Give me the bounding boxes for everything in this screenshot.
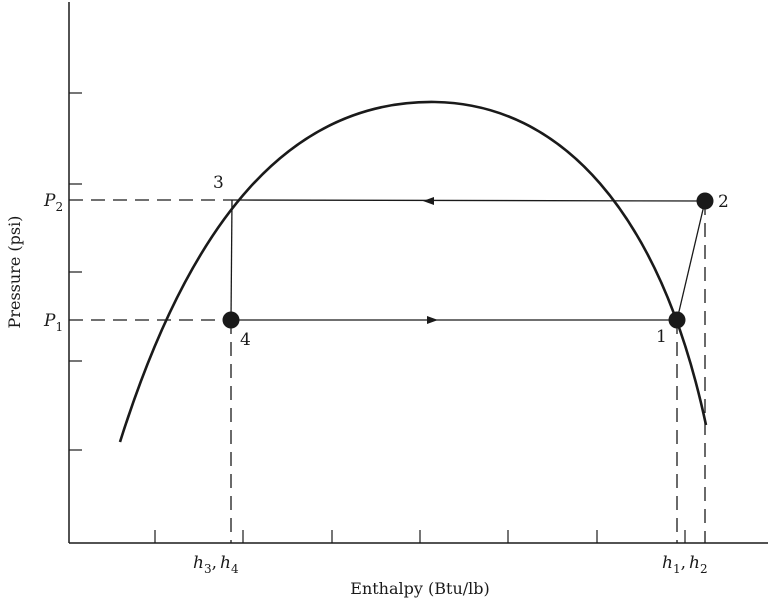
x-ticks — [154, 530, 686, 543]
left-arrow-icon — [423, 197, 434, 205]
y-axis-title: Pressure (psi) — [5, 216, 24, 329]
state-point-4-marker — [222, 311, 240, 329]
point-label-3: 3 — [213, 173, 224, 193]
h3-h4-label: h3, h4 — [193, 553, 239, 576]
p1-label: P1 — [43, 311, 63, 334]
y-ticks — [69, 92, 82, 451]
point-label-4: 4 — [240, 330, 251, 350]
x-axis-title: Enthalpy (Btu/lb) — [350, 579, 489, 598]
p2-label: P2 — [43, 191, 63, 214]
h1-h2-label: h1, h2 — [662, 553, 708, 576]
point-label-2: 2 — [718, 192, 729, 212]
right-arrow-icon — [427, 316, 438, 324]
point-label-1: 1 — [656, 327, 667, 347]
compression-line — [676, 200, 706, 321]
state-point-1-marker — [668, 311, 686, 329]
saturation-dome-curve — [118, 100, 708, 443]
state-point-2-marker — [696, 192, 714, 210]
expansion-line — [230, 199, 233, 321]
condenser-line — [231, 199, 706, 202]
dashed-guides — [69, 199, 706, 543]
cycle-lines — [230, 199, 706, 321]
